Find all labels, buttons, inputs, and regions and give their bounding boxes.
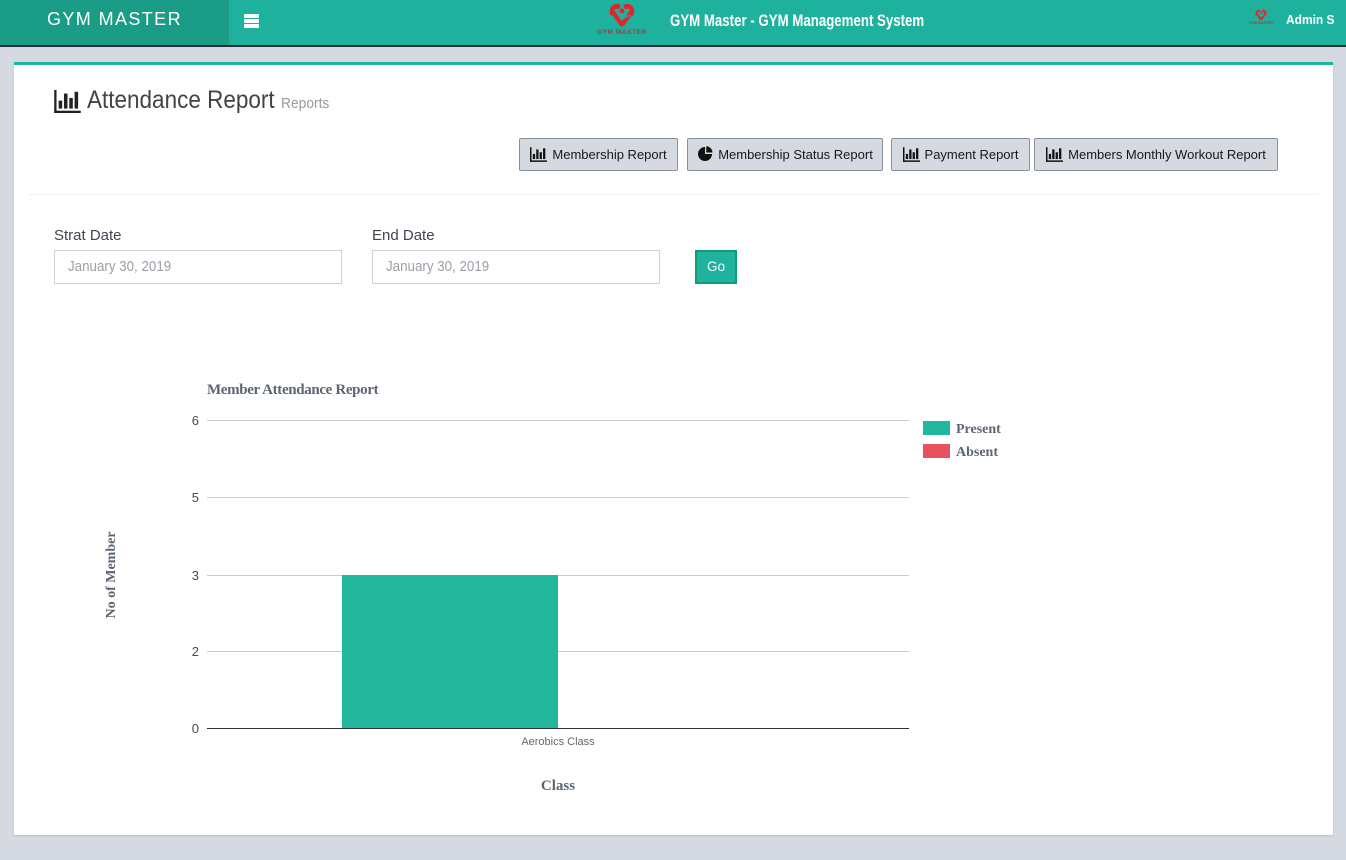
svg-text:2: 2 — [192, 644, 199, 659]
svg-text:No of Member: No of Member — [104, 531, 119, 618]
svg-text:6: 6 — [192, 413, 199, 428]
svg-text:Present: Present — [956, 422, 1001, 437]
svg-text:5: 5 — [192, 490, 199, 505]
svg-text:0: 0 — [192, 721, 199, 736]
svg-text:Aerobics Class: Aerobics Class — [521, 736, 595, 748]
svg-text:Class: Class — [541, 778, 575, 794]
svg-text:Member Attendance Report: Member Attendance Report — [207, 382, 379, 398]
svg-text:Absent: Absent — [956, 445, 998, 460]
svg-text:3: 3 — [192, 568, 199, 583]
